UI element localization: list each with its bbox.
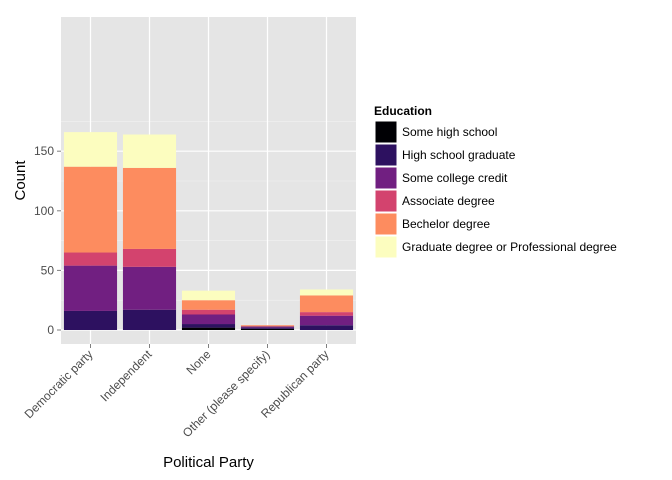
- legend: Education Some high school High school gr…: [374, 104, 617, 259]
- bar-segment: [122, 248, 177, 267]
- bar-segment: [122, 134, 177, 168]
- bar-segment: [240, 326, 295, 328]
- bars: [63, 132, 354, 330]
- legend-label: Some college credit: [402, 171, 508, 185]
- bar-segment: [181, 327, 236, 330]
- legend-label: High school graduate: [402, 148, 516, 162]
- legend-label: Graduate degree or Professional degree: [402, 240, 617, 254]
- y-axis-title: Count: [12, 160, 29, 201]
- legend-key: [374, 235, 398, 259]
- bar-segment: [181, 290, 236, 301]
- bar-segment: [181, 300, 236, 310]
- legend-key: [374, 212, 398, 236]
- bar-segment: [240, 325, 295, 327]
- bar-segment: [181, 309, 236, 315]
- x-axis-title: Political Party: [163, 454, 254, 471]
- legend-title: Education: [374, 104, 432, 118]
- legend-key: [374, 189, 398, 213]
- bar-segment: [63, 310, 118, 330]
- bar-segment: [299, 315, 354, 326]
- bar-segment: [63, 252, 118, 266]
- y-tick-label: 150: [34, 144, 54, 158]
- bar-segment: [122, 167, 177, 249]
- bar-segment: [240, 328, 295, 330]
- bar-segment: [299, 289, 354, 296]
- bar-segment: [181, 314, 236, 325]
- legend-label: Associate degree: [402, 194, 495, 208]
- bar-segment: [122, 266, 177, 310]
- bar-segment: [299, 312, 354, 316]
- legend-key: [374, 166, 398, 190]
- legend-label: Bechelor degree: [402, 217, 490, 231]
- y-tick-label: 50: [41, 263, 55, 277]
- legend-key: [374, 143, 398, 167]
- bar-segment: [299, 325, 354, 330]
- bar-segment: [181, 324, 236, 328]
- bar-segment: [240, 327, 295, 329]
- y-tick-label: 0: [47, 323, 54, 337]
- bar-segment: [299, 295, 354, 313]
- y-axis: 0 50 100 150: [34, 144, 61, 337]
- x-tick-label: Independent: [98, 347, 156, 405]
- x-tick-label: Democratic party: [22, 347, 96, 421]
- x-tick-label: None: [183, 347, 213, 377]
- legend-label: Some high school: [402, 125, 497, 139]
- bar-segment: [63, 166, 118, 253]
- bar-segment: [63, 265, 118, 311]
- y-tick-label: 100: [34, 204, 54, 218]
- bar-segment: [122, 309, 177, 330]
- legend-key: [374, 120, 398, 144]
- bar-segment: [63, 132, 118, 167]
